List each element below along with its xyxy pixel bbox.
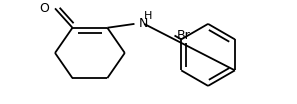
Text: H: H	[144, 11, 153, 21]
Text: N: N	[138, 17, 148, 30]
Text: Br: Br	[176, 29, 190, 42]
Text: O: O	[39, 2, 49, 15]
